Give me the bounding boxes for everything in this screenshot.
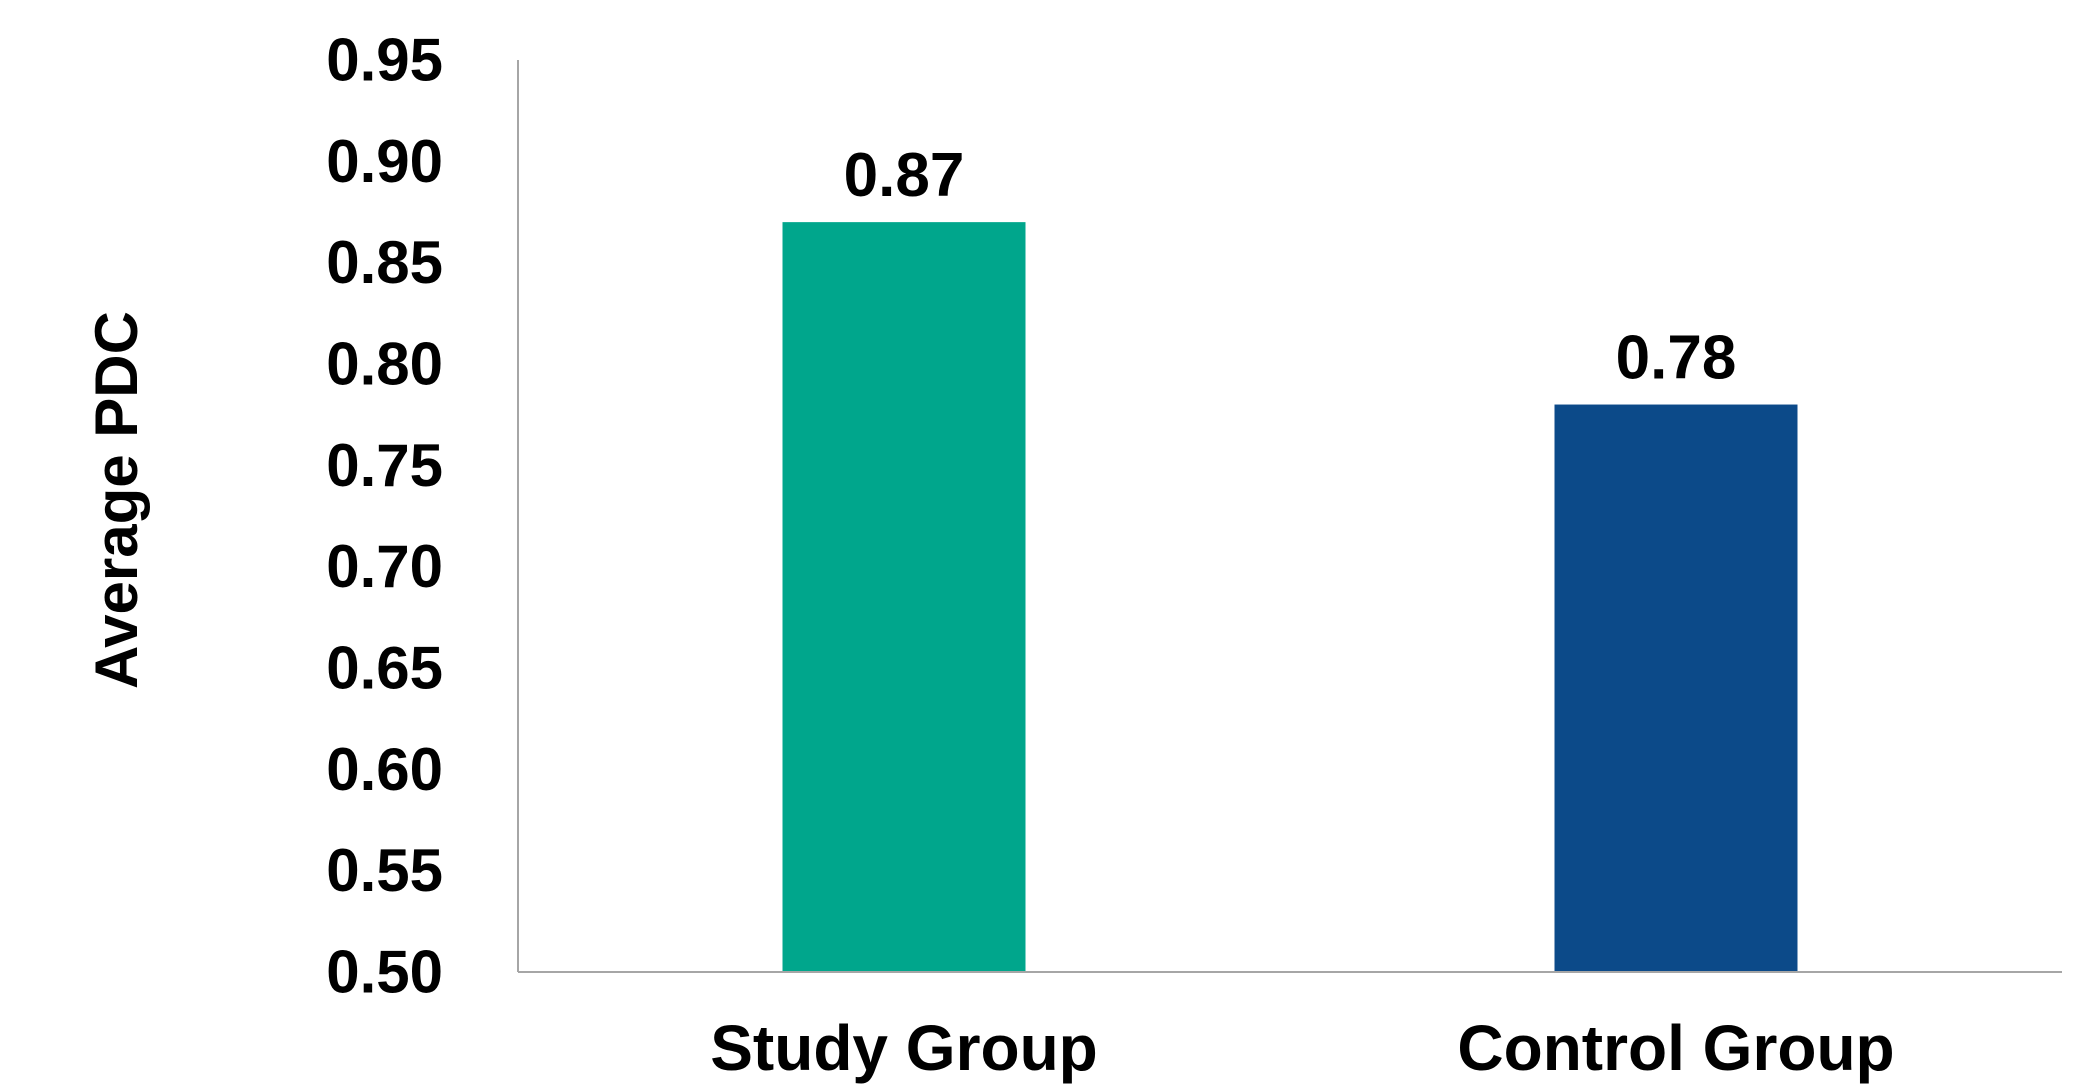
y-tick-label: 0.60 <box>326 736 443 803</box>
bar-value-label: 0.87 <box>844 141 965 210</box>
y-tick-label: 0.95 <box>326 27 443 94</box>
y-tick-label: 0.55 <box>326 837 443 904</box>
y-tick-label: 0.70 <box>326 533 443 600</box>
y-tick-label: 0.65 <box>326 635 443 702</box>
y-axis-title: Average PDC <box>83 311 150 689</box>
y-tick-label: 0.85 <box>326 229 443 296</box>
bar-value-label: 0.78 <box>1616 324 1737 393</box>
y-tick-label: 0.75 <box>326 432 443 499</box>
x-category-label: Control Group <box>1457 1012 1894 1084</box>
x-category-label: Study Group <box>710 1012 1098 1084</box>
bars <box>782 222 1798 973</box>
bar <box>1554 404 1798 972</box>
value-labels: 0.87 0.78 <box>844 141 1737 392</box>
bar <box>782 222 1026 973</box>
y-axis-ticks: 0.50 0.55 0.60 0.65 0.70 0.75 0.80 0.85 0.90 0.95 <box>326 27 443 1006</box>
y-tick-label: 0.80 <box>326 331 443 398</box>
x-axis-labels: Study Group Control Group <box>710 1012 1894 1084</box>
y-tick-label: 0.50 <box>326 939 443 1006</box>
y-tick-label: 0.90 <box>326 128 443 195</box>
